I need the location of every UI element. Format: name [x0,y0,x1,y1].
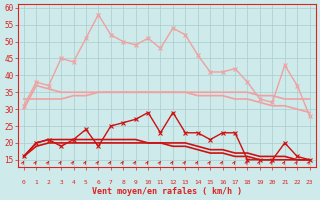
X-axis label: Vent moyen/en rafales ( km/h ): Vent moyen/en rafales ( km/h ) [92,187,242,196]
